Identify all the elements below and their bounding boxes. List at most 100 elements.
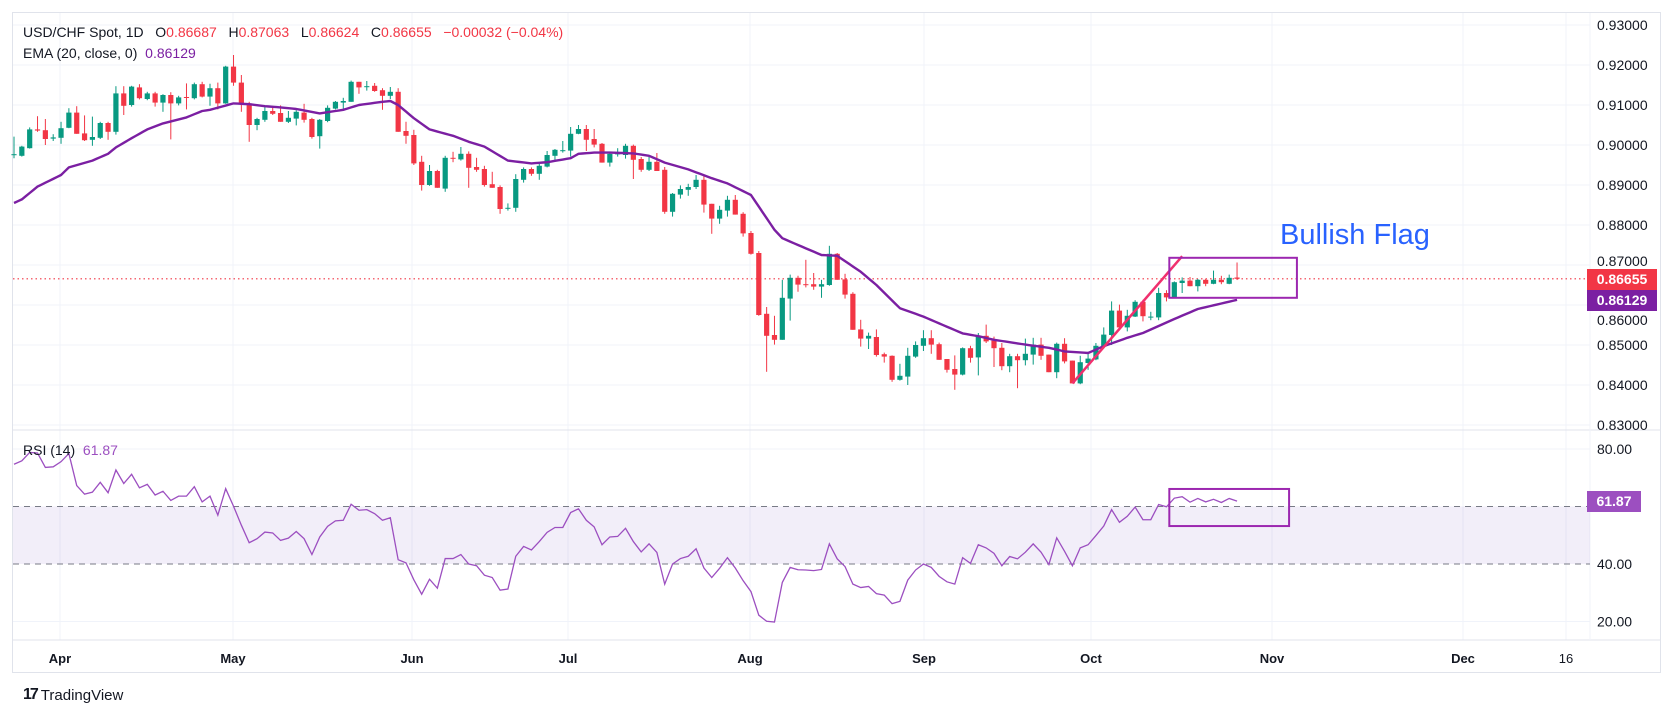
candle-body [575,129,582,134]
candle-body [105,123,111,132]
candle-down [630,144,636,179]
candle-down [403,121,409,144]
candle-body [1069,360,1075,384]
candle-body [497,187,503,209]
time-axis-label: Dec [1451,651,1475,666]
candle-body [58,128,64,138]
candle-body [740,213,746,234]
candle-body [536,165,542,174]
candle-body [865,335,872,339]
candle-body [372,85,378,91]
candle-down [121,86,127,115]
candle-up [11,136,17,159]
price-axis-label: 0.93000 [1597,17,1648,33]
candle-up [677,185,683,199]
rsi-axis-label: 80.00 [1597,441,1632,457]
candle-down [795,275,801,292]
axes: Apr May Jun Jul Aug Sep Oct Nov Dec 16 0.93000 0.92… [49,17,1648,666]
candle-body [669,193,676,212]
candle-up [1179,277,1185,293]
candle-body [638,159,644,170]
candle-body [521,169,527,180]
flag-box [1168,256,1298,299]
candle-body [168,95,174,104]
candle-up [348,80,354,102]
candle-body [1140,301,1146,317]
time-axis-label: Jun [400,651,423,666]
chart-frame [12,12,1661,673]
flag-pole-line [1071,255,1184,385]
candle-down [748,231,754,255]
candle-body [42,130,48,139]
candle-body [1187,280,1193,287]
candle-down [662,167,668,214]
candle-body [1210,279,1217,284]
candle-up [254,117,260,131]
candle-up [89,116,95,146]
candle-up [536,163,542,180]
candle-body [999,347,1005,367]
candle-up [685,183,691,196]
candle-up [387,87,393,99]
candle-body [1234,277,1240,279]
open-value: 0.86687 [166,24,217,40]
candle-down [591,129,597,148]
price-axis-label: 0.87000 [1597,253,1648,269]
candle-body [881,354,887,357]
candle-down [1038,337,1044,360]
candle-down [481,165,487,187]
candle-down [1163,290,1170,302]
candle-body [277,113,284,122]
candle-up [975,333,981,376]
candle-body [458,153,464,160]
candle-body [991,340,997,349]
tradingview-logo[interactable]: 17 TradingView [23,686,123,704]
candle-up [779,279,785,340]
candle-body [223,66,229,104]
candle-up [646,157,652,171]
candle-up [1171,281,1177,299]
candle-body [1014,356,1021,361]
candle-up [717,205,723,224]
candle-body [677,189,683,195]
price-axis-label: 0.92000 [1597,57,1648,73]
candle-body [709,203,715,219]
candle-body [1038,344,1044,356]
candle-body [129,86,135,105]
rsi-line [13,451,1238,623]
candle-down [301,103,307,123]
candle-down [105,121,111,140]
candle-body [262,111,268,120]
candle-body [34,129,41,131]
candle-up [1101,327,1107,348]
price-axis-label: 0.90000 [1597,137,1648,153]
candle-body [1218,279,1224,283]
candle-up [787,274,793,321]
rsi-pane [13,448,1590,623]
candle-body [717,209,723,219]
overlays [13,99,1298,385]
candle-body [466,153,472,168]
candle-body [544,155,550,167]
candle-down [1116,304,1123,331]
tradingview-logo-icon: 17 [23,686,39,703]
candle-up [66,108,72,129]
symbol-legend: USD/CHF Spot, 1D O0.86687 H0.87063 L0.86… [23,24,563,40]
candle-up [293,110,299,126]
candle-body [332,101,339,109]
ema-line [13,99,1238,355]
candle-body [1226,277,1232,284]
candle-down [967,345,974,363]
candle-up [176,95,182,106]
candle-down [1203,279,1209,287]
rsi-axis-label: 20.00 [1597,614,1632,630]
candle-down [936,342,942,360]
candle-up [905,347,911,385]
candle-up [622,143,629,159]
candle-body [591,139,597,145]
last-price-badge: 0.86655 [1587,269,1657,290]
candle-body [811,284,817,287]
candle-body [607,153,613,163]
candle-up [960,347,966,376]
